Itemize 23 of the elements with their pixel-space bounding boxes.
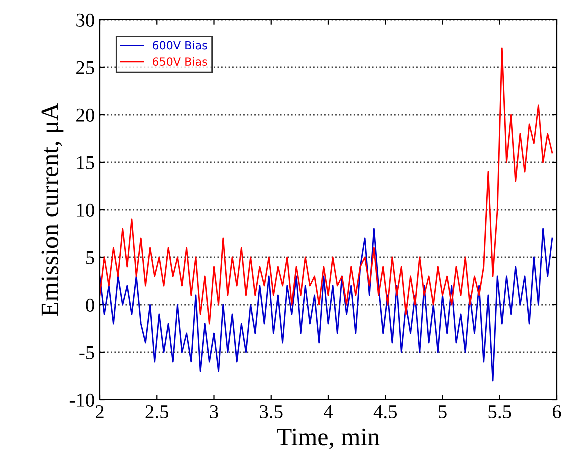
y-tick-label: 10 [77,204,94,217]
y-axis-title: Emission current, μA [42,103,64,316]
x-tick-label: 4 [324,406,334,418]
y-tick-label: 5 [86,252,94,264]
x-tick-label: 4.5 [374,406,398,419]
x-tick-label: 5 [439,406,447,419]
x-tick-label: 6 [552,405,562,419]
y-tick-label: 25 [76,61,94,74]
legend-label: 600V Bias [153,41,208,50]
x-tick-label: 5.5 [488,406,512,419]
y-tick-label: -5 [80,346,94,360]
y-tick-label: 0 [86,298,94,312]
x-tick-label: 3 [210,405,218,419]
x-axis-title: Time, min [277,428,380,450]
line-series [100,228,554,382]
y-tick-label: 20 [76,108,94,122]
x-tick-label: 3.5 [260,405,283,419]
y-tick-label: 30 [76,14,94,27]
legend-label: 650V Bias [153,57,208,66]
x-tick-label: 2.5 [146,405,169,419]
x-tick-label: 2 [96,405,104,418]
y-tick-label: 15 [77,156,94,170]
y-tick-label: -10 [70,394,94,407]
